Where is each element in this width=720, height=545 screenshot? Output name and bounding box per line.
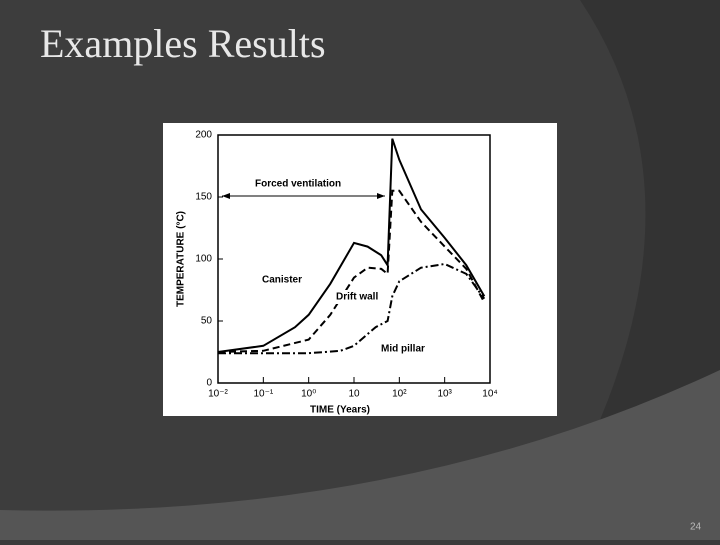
- chart-panel: [163, 123, 557, 416]
- annotation: Forced ventilation: [255, 179, 341, 190]
- x-tick-label: 10: [348, 389, 360, 400]
- page-number: 24: [690, 522, 702, 533]
- decor-band: [0, 370, 720, 540]
- y-tick-label: 100: [195, 254, 212, 265]
- y-tick-label: 0: [206, 378, 212, 389]
- x-tick-label: 10⁴: [482, 389, 497, 400]
- chart: TIME (Years) TEMPERATURE (°C) Forced ven…: [176, 130, 498, 416]
- slide-title: Examples Results: [40, 21, 326, 66]
- series-label: Mid pillar: [381, 344, 425, 355]
- x-tick-label: 10²: [392, 389, 407, 400]
- series-line: [217, 189, 486, 353]
- y-axis-label: TEMPERATURE (°C): [176, 211, 187, 307]
- x-tick-label: 10⁻¹: [253, 389, 273, 400]
- decor-curve: [580, 0, 720, 420]
- series-label: Canister: [262, 275, 302, 286]
- series-line: [217, 138, 486, 353]
- label-bg: [379, 342, 427, 356]
- x-axis-label: TIME (Years): [310, 405, 370, 416]
- y-tick-label: 200: [195, 130, 212, 141]
- label-bg: [334, 290, 382, 304]
- series-line: [218, 262, 486, 355]
- label-bg: [260, 273, 308, 287]
- x-tick-label: 10³: [437, 389, 452, 400]
- series-label: Drift wall: [336, 292, 378, 303]
- y-tick-label: 150: [195, 192, 212, 203]
- y-tick-label: 50: [201, 316, 213, 327]
- x-tick-label: 10⁻²: [208, 389, 228, 400]
- x-tick-label: 10⁰: [301, 389, 316, 400]
